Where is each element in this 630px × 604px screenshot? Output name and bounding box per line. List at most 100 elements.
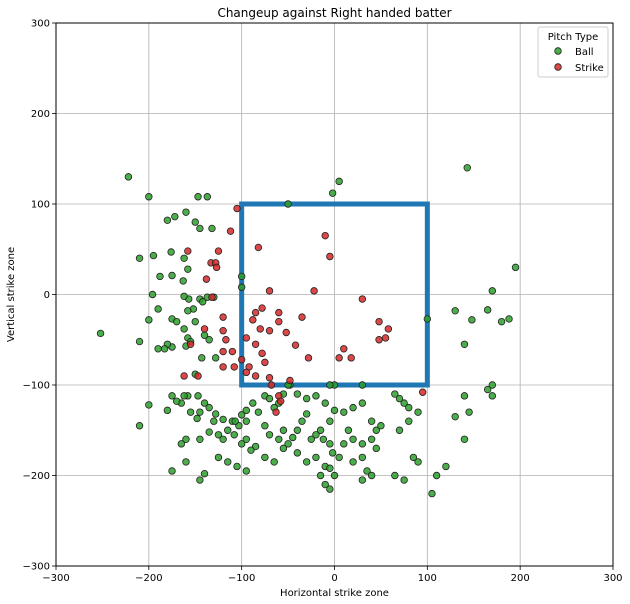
y-axis-ticks: −300 −200 −100 0 100 200 300 — [23, 19, 56, 573]
point-ball — [358, 453, 367, 462]
point-ball — [312, 392, 320, 400]
legend-label-strike: Strike — [575, 63, 604, 74]
point-ball — [460, 392, 469, 400]
point-ball — [191, 317, 199, 326]
x-tick-label: 100 — [418, 573, 437, 584]
point-ball — [316, 471, 325, 480]
point-ball — [326, 381, 334, 389]
point-ball — [261, 453, 269, 462]
point-ball — [340, 440, 348, 448]
point-ball — [184, 265, 192, 273]
legend-title: Pitch Type — [548, 32, 599, 43]
y-tick-label: 300 — [31, 19, 50, 30]
point-strike — [347, 354, 355, 362]
point-strike — [228, 347, 237, 356]
point-ball — [154, 305, 162, 313]
legend-marker-strike — [554, 63, 562, 71]
point-ball — [505, 315, 513, 323]
point-ball — [237, 283, 246, 291]
point-ball — [335, 453, 343, 462]
point-strike — [358, 295, 367, 303]
point-ball — [428, 489, 436, 498]
point-strike — [219, 347, 227, 356]
point-ball — [135, 254, 144, 262]
point-ball — [391, 390, 399, 398]
point-ball — [194, 392, 202, 400]
point-ball — [293, 426, 302, 434]
point-strike — [291, 341, 300, 349]
point-ball — [203, 193, 212, 201]
point-ball — [168, 271, 176, 280]
point-ball — [372, 426, 380, 434]
point-ball — [451, 307, 459, 315]
chart-title: Changeup against Right handed batter — [217, 6, 451, 20]
point-ball — [242, 435, 251, 443]
point-ball — [319, 435, 328, 443]
point-ball — [230, 431, 238, 439]
point-ball — [249, 399, 257, 407]
point-ball — [321, 399, 329, 407]
point-ball — [349, 458, 357, 466]
point-ball — [198, 298, 207, 306]
point-ball — [293, 390, 302, 398]
point-ball — [395, 426, 404, 434]
point-ball — [182, 458, 190, 466]
point-ball — [124, 173, 133, 181]
point-ball — [349, 435, 357, 443]
point-strike — [265, 287, 274, 295]
point-ball — [242, 417, 251, 425]
point-ball — [483, 306, 492, 314]
point-ball — [179, 277, 187, 285]
point-ball — [432, 471, 441, 480]
point-ball — [148, 290, 157, 299]
point-ball — [219, 435, 227, 443]
point-strike — [249, 316, 257, 324]
grid-lines — [55, 22, 614, 567]
point-strike — [384, 325, 393, 333]
point-ball — [321, 480, 329, 489]
point-ball — [214, 431, 223, 439]
point-ball — [423, 315, 432, 323]
point-ball — [196, 408, 204, 416]
point-strike — [186, 340, 195, 348]
point-strike — [286, 376, 294, 385]
x-tick-label: 300 — [603, 573, 622, 584]
y-tick-label: −200 — [23, 471, 50, 482]
y-axis-label: Vertical strike zone — [6, 247, 17, 342]
point-ball — [205, 403, 213, 412]
point-ball — [172, 397, 181, 405]
point-strike — [265, 374, 274, 382]
point-ball — [405, 417, 413, 425]
point-ball — [298, 417, 306, 425]
point-ball — [224, 426, 232, 434]
point-strike — [242, 334, 251, 342]
point-ball — [302, 394, 311, 403]
point-ball — [405, 403, 413, 412]
point-ball — [488, 381, 497, 389]
point-ball — [200, 469, 209, 478]
point-ball — [180, 325, 188, 333]
point-strike — [256, 325, 264, 333]
x-axis-ticks: −300 −200 −100 0 100 200 300 — [42, 566, 623, 584]
point-ball — [182, 208, 190, 216]
point-ball — [326, 440, 334, 448]
point-ball — [180, 292, 188, 301]
point-strike — [275, 317, 283, 326]
point-ball — [172, 317, 181, 326]
point-ball — [279, 426, 288, 434]
x-tick-label: −200 — [135, 573, 162, 584]
point-ball — [463, 164, 471, 172]
point-strike — [261, 358, 269, 367]
point-strike — [298, 313, 306, 321]
point-ball — [194, 193, 202, 201]
point-ball — [293, 449, 302, 457]
x-tick-label: 200 — [511, 573, 530, 584]
point-ball — [254, 408, 263, 416]
y-tick-label: 100 — [31, 200, 50, 211]
data-points — [96, 164, 520, 498]
point-strike — [184, 247, 192, 255]
point-ball — [208, 224, 216, 233]
point-ball — [395, 394, 404, 403]
point-ball — [163, 406, 172, 415]
point-strike — [180, 372, 188, 380]
